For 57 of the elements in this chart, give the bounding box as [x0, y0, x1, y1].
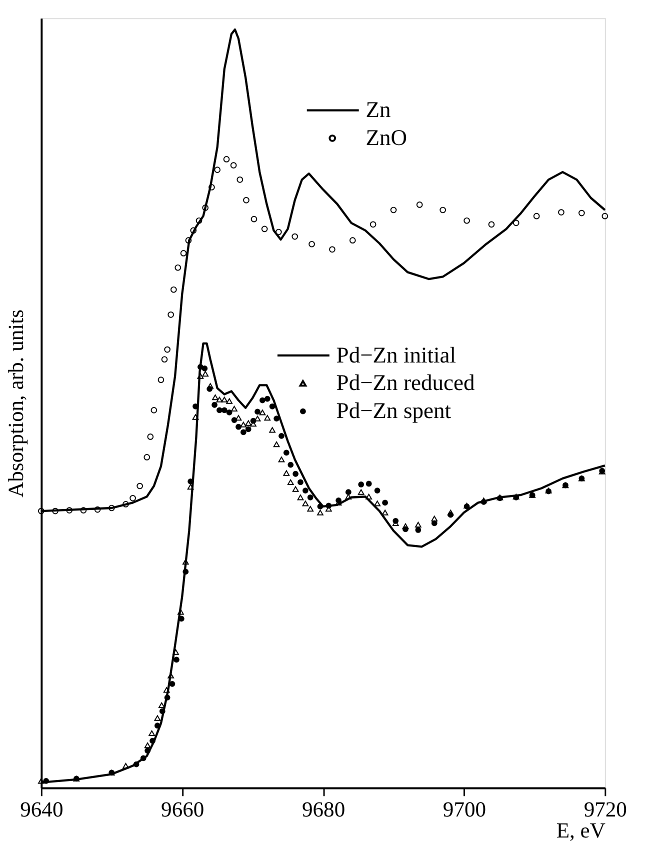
point — [66, 507, 73, 514]
point — [174, 264, 182, 271]
point — [214, 166, 221, 173]
legend-label: Pd−Zn reduced — [336, 370, 475, 396]
point — [261, 226, 268, 232]
point — [370, 221, 376, 228]
point — [243, 196, 250, 204]
point — [130, 494, 136, 502]
point — [208, 184, 215, 190]
point — [558, 209, 564, 216]
point — [108, 504, 115, 512]
point — [158, 376, 164, 384]
point — [185, 237, 192, 244]
point — [147, 434, 154, 440]
point — [230, 162, 237, 168]
point — [196, 217, 202, 224]
point — [202, 204, 209, 211]
point — [602, 212, 608, 220]
point — [416, 202, 423, 208]
point — [390, 206, 397, 214]
point — [168, 311, 174, 318]
point — [349, 237, 356, 244]
legend-label: Pd−Zn initial — [336, 342, 456, 368]
point — [180, 250, 187, 256]
point — [329, 246, 336, 253]
point — [190, 227, 197, 234]
point — [275, 228, 282, 236]
point — [488, 221, 495, 228]
point — [578, 210, 585, 216]
point — [38, 508, 44, 514]
point — [223, 156, 230, 162]
point — [80, 507, 87, 514]
x-tick-label: 9640 — [20, 798, 64, 822]
point — [170, 286, 177, 293]
point — [164, 346, 170, 353]
point — [150, 407, 158, 414]
point — [161, 356, 168, 363]
point — [52, 508, 58, 514]
point — [440, 206, 446, 214]
x-tick-label: 9680 — [302, 798, 346, 822]
point — [122, 501, 129, 508]
x-tick-label: 9700 — [442, 798, 486, 822]
x-tick-label: 9660 — [161, 798, 204, 822]
legend-label: Pd−Zn spent — [336, 398, 452, 424]
point — [144, 454, 150, 460]
point — [512, 220, 520, 226]
legend-label: ZnO — [366, 125, 408, 150]
point — [292, 233, 298, 240]
point — [250, 216, 258, 222]
point — [136, 482, 144, 490]
point — [308, 240, 315, 248]
point — [533, 212, 540, 220]
legend-label: Zn — [366, 97, 391, 122]
point — [464, 217, 470, 224]
point — [236, 176, 244, 183]
y-axis-title: Absorption, arb. units — [4, 310, 28, 498]
point — [94, 506, 101, 513]
